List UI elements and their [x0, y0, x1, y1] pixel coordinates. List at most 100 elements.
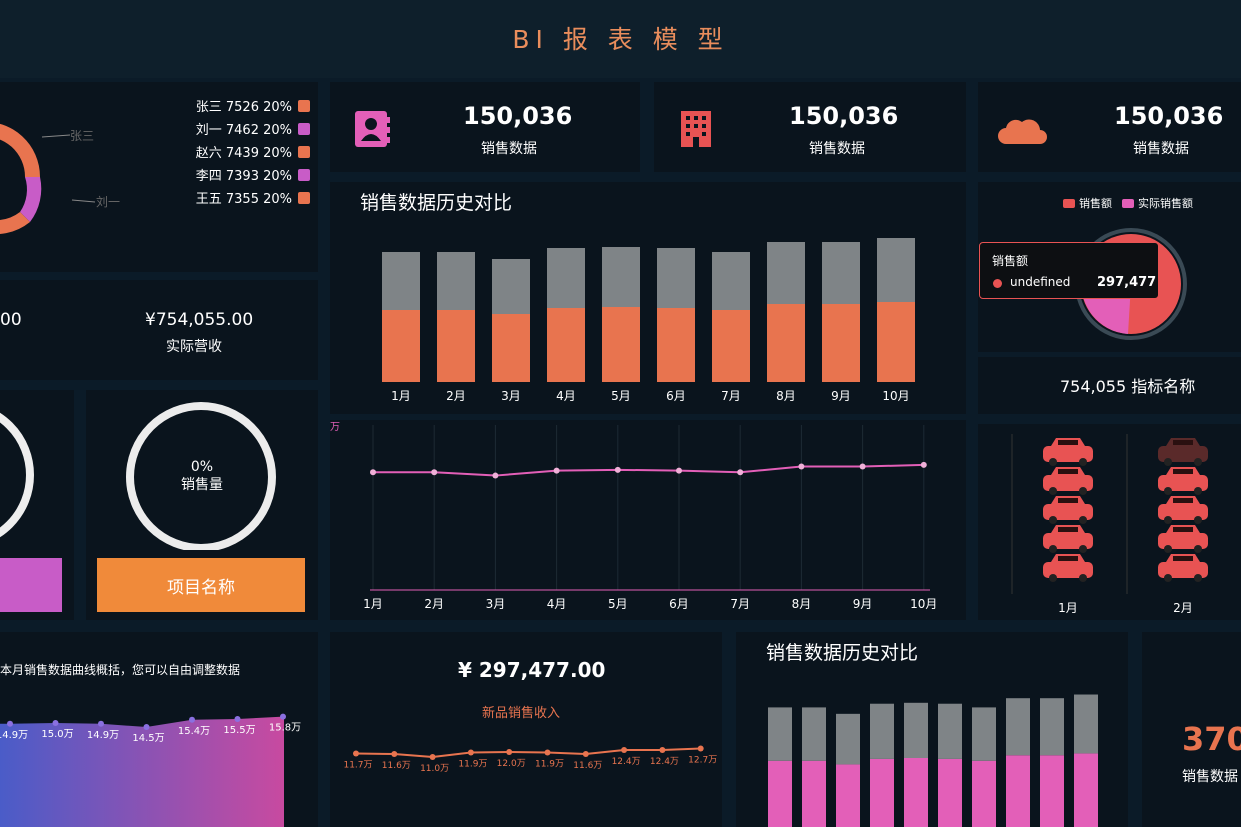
data-point[interactable]: [798, 463, 805, 470]
x-tick-label: 9月: [831, 389, 851, 403]
bar-lower[interactable]: [712, 310, 750, 382]
kpi-1-value: 150,036: [463, 102, 573, 130]
data-point[interactable]: [431, 469, 438, 476]
donut-label-a: 张三: [70, 129, 94, 143]
tooltip-dot: [993, 279, 1002, 288]
x-tick-label: 8月: [776, 389, 796, 403]
bar-lower[interactable]: [904, 758, 928, 827]
bar-lower[interactable]: [822, 304, 860, 382]
bar-upper[interactable]: [657, 248, 695, 308]
bar-upper[interactable]: [547, 248, 585, 308]
data-point[interactable]: [859, 463, 866, 470]
bar-upper[interactable]: [382, 252, 420, 310]
data-point[interactable]: [697, 745, 704, 752]
revenue-label: 实际营收: [166, 339, 222, 355]
bar-upper[interactable]: [602, 247, 640, 307]
data-label: 14.5万: [132, 733, 164, 744]
data-label: 11.6万: [573, 761, 602, 771]
data-point[interactable]: [553, 467, 560, 474]
bar-lower[interactable]: [877, 302, 915, 382]
bar-upper[interactable]: [836, 713, 860, 765]
bar-upper[interactable]: [877, 238, 915, 302]
data-point[interactable]: [370, 469, 376, 476]
data-point[interactable]: [143, 724, 150, 730]
bar-upper[interactable]: [437, 252, 475, 310]
data-point[interactable]: [492, 472, 499, 479]
bar-upper[interactable]: [938, 703, 962, 759]
bar-lower[interactable]: [802, 760, 826, 827]
car-icon: [1158, 525, 1208, 553]
bar-upper[interactable]: [802, 707, 826, 761]
bar-upper[interactable]: [1040, 698, 1064, 756]
data-point[interactable]: [544, 749, 551, 756]
data-point[interactable]: [506, 749, 513, 755]
x-tick-label: 1月: [363, 597, 383, 611]
data-point[interactable]: [429, 754, 436, 760]
kpi-3-value: 150,036: [1114, 102, 1224, 130]
new-product-panel: ¥ 297,477.00 新品销售收入 11.7万 11.6万 11.0万 11.9万…: [330, 632, 722, 827]
bar-lower[interactable]: [767, 304, 805, 382]
revenue-left-value: 00: [0, 310, 22, 330]
bar-upper[interactable]: [712, 252, 750, 310]
data-point[interactable]: [614, 466, 621, 473]
bar-upper[interactable]: [1006, 698, 1030, 756]
bar-lower[interactable]: [768, 760, 792, 827]
donut-panel: 张三 刘一 张三 7526 20% 刘一 7462 20% 赵六 7439 20% 李…: [0, 82, 318, 272]
bar-lower[interactable]: [602, 307, 640, 382]
bar-upper[interactable]: [822, 242, 860, 304]
area-chart-panel: 本月销售数据曲线概括，您可以自由调整数据 14.9万 15.0万 14.9万 14.5…: [0, 632, 318, 827]
kpi-card-2: 150,036 销售数据: [654, 82, 966, 172]
area-chart: 14.9万 15.0万 14.9万 14.5万 15.4万 15.5万 15.8万: [0, 713, 301, 827]
bar-chart: 1月 2月 3月 4月 5月 6月 7月 8月 9月 10月: [382, 238, 915, 403]
data-label: 11.9万: [458, 760, 487, 770]
data-point[interactable]: [234, 716, 241, 722]
x-tick-label: 4月: [556, 389, 576, 403]
line-chart-panel: 万 1月 2月 3月 4月 5月 6月 7月 8月 9月 10月: [330, 420, 966, 620]
data-point[interactable]: [353, 750, 359, 757]
bar-upper[interactable]: [972, 707, 996, 761]
bar-lower[interactable]: [492, 314, 530, 382]
bar-upper[interactable]: [767, 242, 805, 304]
bar-lower[interactable]: [938, 758, 962, 827]
data-point[interactable]: [621, 747, 628, 753]
bar-upper[interactable]: [904, 702, 928, 758]
data-label: 14.9万: [0, 730, 28, 741]
data-point[interactable]: [582, 751, 589, 757]
bar-upper[interactable]: [1074, 694, 1098, 754]
bar-lower[interactable]: [382, 310, 420, 382]
donut-slice-a: [0, 123, 41, 177]
donut-slice-b: [20, 177, 42, 222]
bar-lower[interactable]: [1074, 753, 1098, 827]
bar-lower[interactable]: [870, 758, 894, 827]
bar-upper[interactable]: [870, 703, 894, 759]
bottom-bar-chart: [768, 694, 1098, 827]
bar-lower[interactable]: [1040, 755, 1064, 827]
bar-lower[interactable]: [437, 310, 475, 382]
data-point[interactable]: [676, 467, 682, 474]
data-point[interactable]: [467, 749, 474, 756]
new-product-line-chart: 11.7万 11.6万 11.0万 11.9万 12.0万 11.9万 11.6万 12.4万…: [343, 745, 717, 774]
data-point[interactable]: [52, 720, 59, 726]
bar-upper[interactable]: [492, 259, 530, 314]
bar-upper[interactable]: [768, 707, 792, 761]
bar-lower[interactable]: [1006, 755, 1030, 827]
data-point[interactable]: [189, 716, 195, 723]
left-purple-button[interactable]: [0, 558, 62, 612]
data-point[interactable]: [391, 751, 398, 757]
indicator-text: 754,055 指标名称: [1060, 377, 1196, 396]
bar-lower[interactable]: [836, 764, 860, 827]
bar-lower[interactable]: [972, 760, 996, 827]
bar-lower[interactable]: [657, 308, 695, 382]
bar-lower[interactable]: [547, 308, 585, 382]
data-point[interactable]: [920, 461, 927, 468]
x-tick-label: 10月: [910, 597, 937, 611]
data-point[interactable]: [280, 713, 286, 720]
data-point[interactable]: [7, 720, 13, 727]
data-point[interactable]: [98, 720, 104, 727]
data-point[interactable]: [659, 747, 666, 753]
project-name-button[interactable]: 项目名称: [97, 558, 305, 612]
kpi-3-label: 销售数据: [1133, 141, 1189, 157]
bar-chart-title: 销售数据历史对比: [360, 192, 513, 214]
area-fill: [0, 716, 284, 827]
data-point[interactable]: [737, 469, 744, 476]
